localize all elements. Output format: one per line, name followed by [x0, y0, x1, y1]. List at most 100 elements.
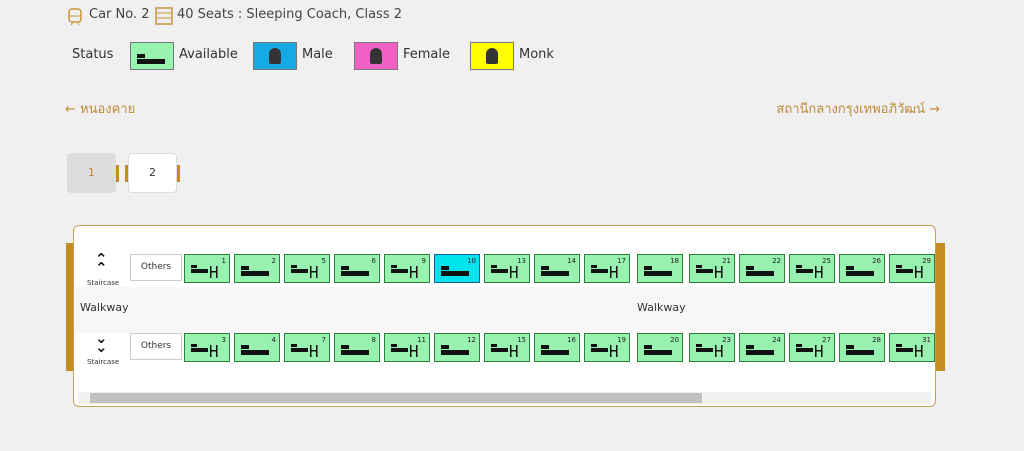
seat[interactable]: 8: [334, 333, 380, 362]
legend-swatch: [470, 42, 514, 70]
seat[interactable]: 9: [384, 254, 430, 283]
walkway-label: Walkway: [637, 301, 686, 314]
person-icon: [486, 48, 498, 64]
seat-number: 26: [872, 257, 881, 265]
seat[interactable]: 3: [184, 333, 230, 362]
stair-arrow: ⌃ ⌃: [95, 250, 108, 277]
bed-icon: [746, 345, 774, 355]
legend-swatch: [354, 42, 398, 70]
seat-number: 5: [321, 257, 326, 265]
seat[interactable]: 23: [689, 333, 735, 362]
page-button[interactable]: 2: [128, 153, 177, 193]
bed-icon: [491, 265, 518, 278]
seat-icon: [155, 7, 173, 25]
seat-number: 6: [371, 257, 376, 265]
bed-icon: [291, 265, 318, 278]
seat[interactable]: 21: [689, 254, 735, 283]
seat[interactable]: 13: [484, 254, 530, 283]
bed-icon: [341, 345, 369, 355]
others-box: Others: [130, 254, 182, 281]
person-icon: [370, 48, 382, 64]
seat-number: 11: [417, 336, 426, 344]
bed-icon: [137, 54, 165, 64]
bed-icon: [441, 266, 469, 276]
route-to[interactable]: สถานีกลางกรุงเทพอภิวัฒน์ →: [776, 102, 940, 117]
bed-icon: [491, 344, 518, 357]
bed-icon: [241, 345, 269, 355]
legend-label: Male: [302, 47, 333, 62]
bed-icon: [896, 265, 923, 278]
seat[interactable]: 22: [739, 254, 785, 283]
seat-number: 14: [567, 257, 576, 265]
seat[interactable]: 15: [484, 333, 530, 362]
seat-number: 31: [922, 336, 931, 344]
page-marker: [177, 165, 180, 182]
person-icon: [269, 48, 281, 64]
seat[interactable]: 11: [384, 333, 430, 362]
legend-swatch: [130, 42, 174, 70]
seat[interactable]: 7: [284, 333, 330, 362]
legend-label: Monk: [519, 47, 554, 62]
bed-icon: [291, 344, 318, 357]
seat-number: 28: [872, 336, 881, 344]
seat-number: 16: [567, 336, 576, 344]
seat[interactable]: 16: [534, 333, 580, 362]
bed-icon: [696, 344, 723, 357]
seat-number: 12: [467, 336, 476, 344]
walkway-label: Walkway: [80, 301, 129, 314]
bed-icon: [391, 265, 418, 278]
bed-icon: [391, 344, 418, 357]
seat[interactable]: 19: [584, 333, 630, 362]
seat[interactable]: 29: [889, 254, 935, 283]
seat[interactable]: 31: [889, 333, 935, 362]
seat[interactable]: 12: [434, 333, 480, 362]
seat-number: 20: [670, 336, 679, 344]
coach-end: [66, 243, 75, 371]
seat[interactable]: 26: [839, 254, 885, 283]
seat-number: 8: [371, 336, 376, 344]
seat[interactable]: 18: [637, 254, 683, 283]
seat-number: 3: [221, 336, 226, 344]
seat-number: 22: [772, 257, 781, 265]
bed-icon: [341, 266, 369, 276]
seat[interactable]: 14: [534, 254, 580, 283]
bed-icon: [541, 266, 569, 276]
seat[interactable]: 28: [839, 333, 885, 362]
bed-icon: [644, 345, 672, 355]
bed-icon: [746, 266, 774, 276]
seat[interactable]: 1: [184, 254, 230, 283]
seat-number: 24: [772, 336, 781, 344]
seat[interactable]: 24: [739, 333, 785, 362]
seat[interactable]: 4: [234, 333, 280, 362]
seat[interactable]: 20: [637, 333, 683, 362]
walkway-band: [74, 287, 935, 333]
seat-number: 9: [421, 257, 426, 265]
bed-icon: [696, 265, 723, 278]
seat-number: 4: [271, 336, 276, 344]
seat[interactable]: 10: [434, 254, 480, 283]
bed-icon: [591, 265, 618, 278]
seat-number: 7: [321, 336, 326, 344]
seat-number: 18: [670, 257, 679, 265]
stair-arrow: ⌄ ⌄: [95, 329, 108, 356]
station: หนองคาย: [80, 102, 136, 117]
bed-icon: [796, 265, 823, 278]
scroll-thumb[interactable]: [90, 393, 702, 403]
seat[interactable]: 25: [789, 254, 835, 283]
seat[interactable]: 6: [334, 254, 380, 283]
bed-icon: [241, 266, 269, 276]
seat-number: 1: [221, 257, 226, 265]
bed-icon: [191, 344, 218, 357]
bed-icon: [644, 266, 672, 276]
seat[interactable]: 27: [789, 333, 835, 362]
page-button[interactable]: 1: [67, 153, 116, 193]
coach-info: 40 Seats : Sleeping Coach, Class 2: [177, 7, 403, 22]
seat[interactable]: 17: [584, 254, 630, 283]
route-from[interactable]: ← หนองคาย: [65, 102, 136, 117]
staircase-label: Staircase: [87, 279, 120, 287]
seat[interactable]: 2: [234, 254, 280, 283]
seat[interactable]: 5: [284, 254, 330, 283]
bed-icon: [541, 345, 569, 355]
status-label: Status: [72, 47, 114, 62]
